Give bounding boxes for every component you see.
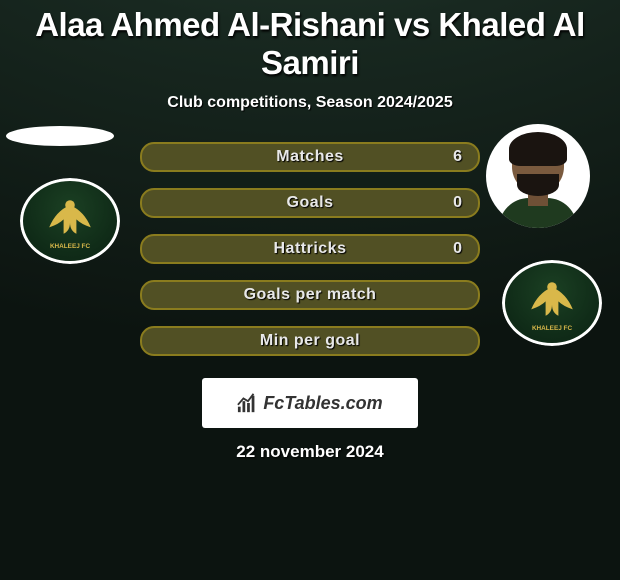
stat-value: 6 — [453, 148, 462, 166]
stat-bars: Matches 6 Goals 0 Hattricks 0 Goals per … — [140, 142, 480, 356]
brand-box[interactable]: FcTables.com — [202, 378, 418, 428]
stat-bar-matches: Matches 6 — [140, 142, 480, 172]
stat-label: Goals — [287, 194, 334, 212]
stat-bar-hattricks: Hattricks 0 — [140, 234, 480, 264]
page-title: Alaa Ahmed Al-Rishani vs Khaled Al Samir… — [0, 6, 620, 82]
stat-label: Hattricks — [274, 240, 347, 258]
crest-bg: KHALEEJ FC — [502, 260, 602, 346]
stat-value: 0 — [453, 194, 462, 212]
eagle-icon: KHALEEJ FC — [505, 263, 599, 343]
left-club-crest: KHALEEJ FC — [20, 178, 120, 264]
right-club-crest: KHALEEJ FC — [502, 260, 602, 346]
stat-bar-goals: Goals 0 — [140, 188, 480, 218]
stat-label: Min per goal — [260, 332, 360, 350]
svg-text:KHALEEJ FC: KHALEEJ FC — [532, 325, 573, 332]
left-white-ellipse — [6, 126, 114, 146]
stat-value: 0 — [453, 240, 462, 258]
stat-bar-min-per-goal: Min per goal — [140, 326, 480, 356]
eagle-icon: KHALEEJ FC — [23, 181, 117, 261]
person-silhouette — [499, 134, 577, 228]
right-player-photo — [486, 124, 590, 228]
brand-text: FcTables.com — [263, 393, 382, 414]
stat-bar-goals-per-match: Goals per match — [140, 280, 480, 310]
stat-label: Matches — [276, 148, 344, 166]
svg-text:KHALEEJ FC: KHALEEJ FC — [50, 243, 91, 250]
subtitle: Club competitions, Season 2024/2025 — [167, 94, 452, 112]
content: Alaa Ahmed Al-Rishani vs Khaled Al Samir… — [0, 0, 620, 580]
stat-label: Goals per match — [244, 286, 377, 304]
date: 22 november 2024 — [236, 442, 383, 462]
bar-chart-icon — [237, 392, 259, 414]
crest-bg: KHALEEJ FC — [20, 178, 120, 264]
